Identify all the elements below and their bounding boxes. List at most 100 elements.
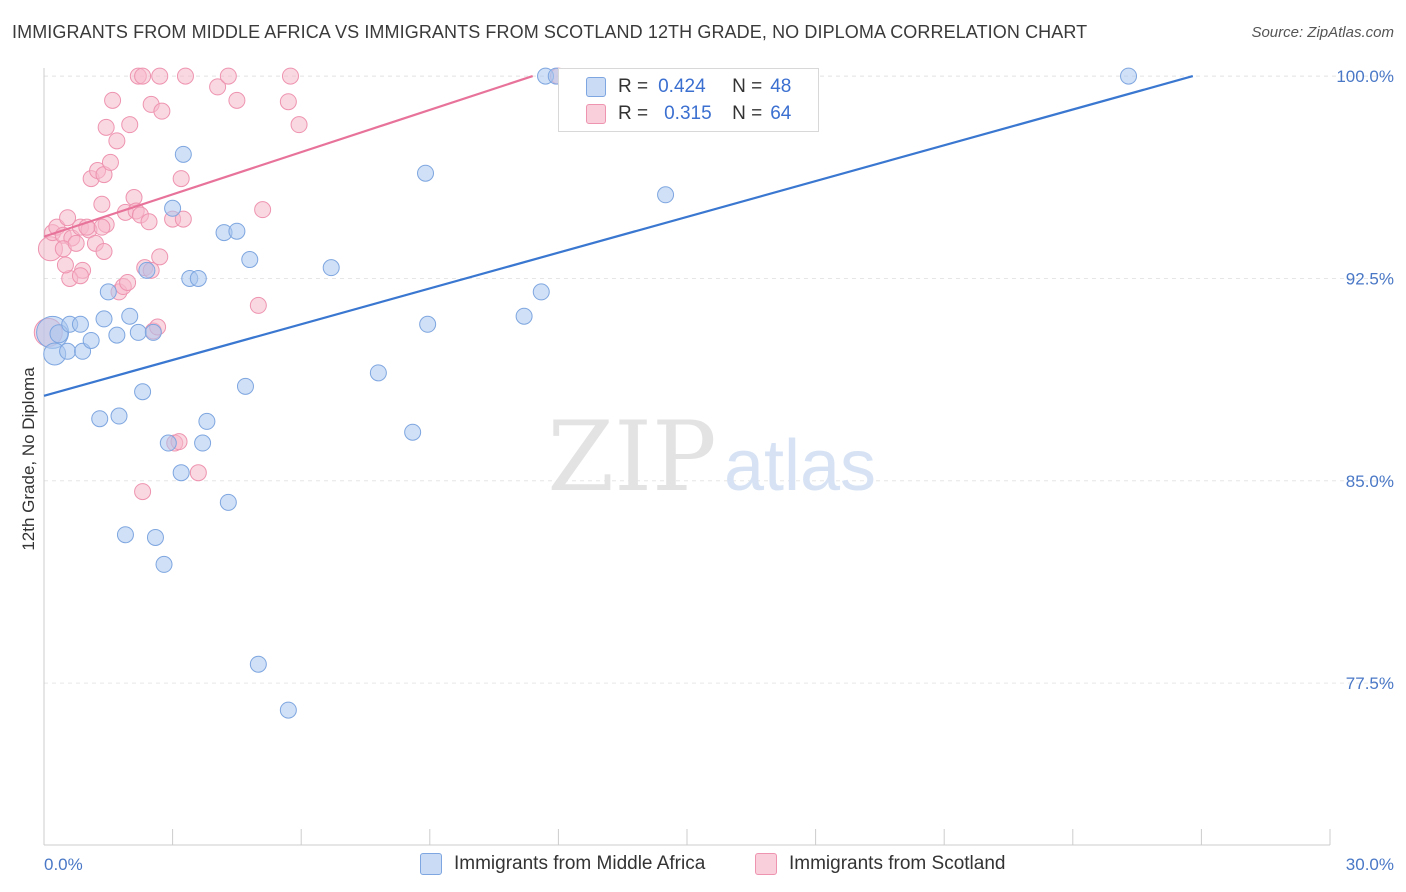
legend-n-value: 64 xyxy=(770,103,792,124)
middle-africa-point xyxy=(110,407,128,425)
chart-title: IMMIGRANTS FROM MIDDLE AFRICA VS IMMIGRA… xyxy=(12,22,1088,42)
y-tick-labels: 77.5% 85.0% 92.5% 100.0% xyxy=(1336,67,1394,693)
y-tick-label: 77.5% xyxy=(1346,674,1394,693)
middle-africa-point xyxy=(189,269,207,287)
middle-africa-point xyxy=(144,323,162,341)
middle-africa-point xyxy=(194,434,212,452)
scotland-point xyxy=(176,67,194,85)
watermark-zip: ZIP xyxy=(547,401,716,513)
watermark-atlas: atlas xyxy=(724,426,876,506)
middle-africa-point xyxy=(657,186,675,204)
scotland-point xyxy=(189,464,207,482)
middle-africa-point xyxy=(322,259,340,277)
legend-n-value: 48 xyxy=(770,76,792,97)
legend-row-scotland: R = 0.315 N = 64 xyxy=(586,102,791,126)
scotland-point xyxy=(281,67,299,85)
scotland-point xyxy=(290,116,308,134)
scotland-point xyxy=(97,118,115,136)
legend-item-middle-africa[interactable]: Immigrants from Middle Africa xyxy=(420,853,705,875)
scotland-point xyxy=(134,483,152,501)
trend-lines xyxy=(43,75,1194,397)
scotland-point xyxy=(174,210,192,228)
middle-africa-point xyxy=(146,528,164,546)
middle-africa-point xyxy=(249,655,267,673)
middle-africa-point xyxy=(219,493,237,511)
scotland-point xyxy=(104,91,122,109)
middle-africa-point xyxy=(116,526,134,544)
middle-africa-point xyxy=(419,315,437,333)
legend-swatch-pink xyxy=(586,104,606,124)
middle-africa-point xyxy=(159,434,177,452)
legend-swatch-blue xyxy=(586,77,606,97)
middle-africa-point xyxy=(155,555,173,573)
scotland-point xyxy=(254,201,272,219)
middle-africa-point xyxy=(417,164,435,182)
middle-africa-point xyxy=(95,310,113,328)
scotland-point xyxy=(249,296,267,314)
scotland-point xyxy=(59,209,77,227)
legend-n-label: N = xyxy=(732,76,763,97)
scotland-point xyxy=(279,93,297,111)
scotland-point xyxy=(71,267,89,285)
correlation-legend: R = 0.424 N = 48 R = 0.315 N = 64 xyxy=(558,68,819,132)
legend-item-scotland[interactable]: Immigrants from Scotland xyxy=(755,853,1005,875)
middle-africa-point xyxy=(532,283,550,301)
scotland-point xyxy=(209,78,227,96)
scotland-point xyxy=(67,234,85,252)
middle-africa-point xyxy=(1120,67,1138,85)
middle-africa-point xyxy=(121,307,139,325)
legend-n-label: N = xyxy=(732,103,763,124)
middle-africa-point xyxy=(172,464,190,482)
trend-line-scotland xyxy=(43,75,534,238)
middle-africa-point xyxy=(198,412,216,430)
middle-africa-point xyxy=(71,315,89,333)
x-tick-label-max: 30.0% xyxy=(1346,855,1394,874)
source-label: Source: ZipAtlas.com xyxy=(1251,24,1394,41)
y-tick-label: 92.5% xyxy=(1346,269,1394,288)
series-legend: Immigrants from Middle Africa Immigrants… xyxy=(0,851,1406,877)
middle-africa-point xyxy=(129,323,147,341)
series-scotland-points xyxy=(33,67,567,501)
middle-africa-point xyxy=(369,364,387,382)
scotland-point xyxy=(95,242,113,260)
legend-swatch-blue xyxy=(420,853,442,875)
scotland-point xyxy=(56,256,74,274)
middle-africa-point xyxy=(228,222,246,240)
middle-africa-point xyxy=(134,383,152,401)
scotland-point xyxy=(93,218,111,236)
scotland-point xyxy=(228,91,246,109)
middle-africa-point xyxy=(279,701,297,719)
trend-line-middle-africa xyxy=(43,75,1194,397)
scotland-point xyxy=(108,132,126,150)
legend-r-label: R = xyxy=(618,103,649,124)
scotland-point xyxy=(153,102,171,120)
middle-africa-point xyxy=(404,423,422,441)
middle-africa-point xyxy=(515,307,533,325)
middle-africa-point xyxy=(108,326,126,344)
middle-africa-point xyxy=(82,331,100,349)
scotland-point xyxy=(93,195,111,213)
middle-africa-point xyxy=(174,145,192,163)
scotland-point xyxy=(140,213,158,231)
middle-africa-point xyxy=(91,410,109,428)
legend-r-label: R = xyxy=(618,76,649,97)
middle-africa-point xyxy=(99,283,117,301)
watermark: ZIP atlas xyxy=(547,401,876,513)
y-tick-label: 100.0% xyxy=(1336,67,1394,86)
legend-swatch-pink xyxy=(755,853,777,875)
x-tick-marks xyxy=(172,829,1331,845)
middle-africa-point xyxy=(138,261,156,279)
y-axis-label: 12th Grade, No Diploma xyxy=(19,367,38,551)
middle-africa-point xyxy=(236,377,254,395)
scotland-point xyxy=(134,67,152,85)
legend-label-scotland: Immigrants from Scotland xyxy=(789,853,1006,874)
scotland-point xyxy=(121,116,139,134)
middle-africa-point xyxy=(241,251,259,269)
scotland-point xyxy=(151,248,169,266)
legend-label-middle-africa: Immigrants from Middle Africa xyxy=(454,853,706,874)
y-tick-label: 85.0% xyxy=(1346,472,1394,491)
legend-r-value: 0.315 xyxy=(664,103,712,124)
scotland-point xyxy=(101,153,119,171)
scotland-point xyxy=(219,67,237,85)
